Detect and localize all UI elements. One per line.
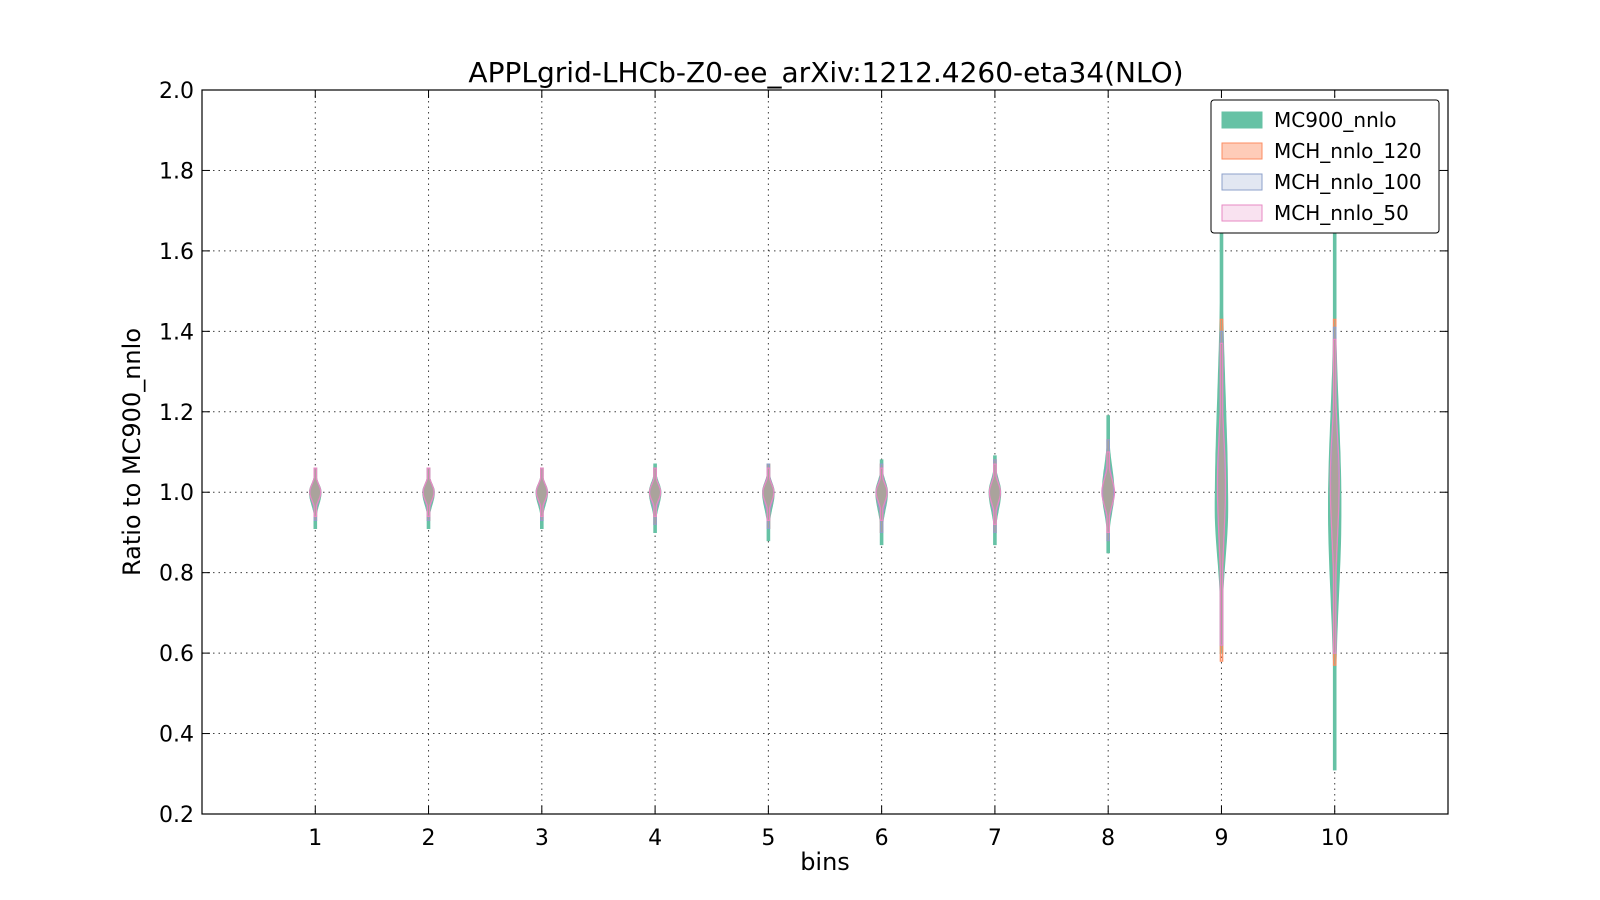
x-tick-label: 10 xyxy=(1321,826,1349,851)
violin-MCH_nnlo_50-bin-5 xyxy=(762,467,775,521)
x-tick-label: 6 xyxy=(875,826,889,851)
y-tick-label: 1.8 xyxy=(159,159,194,184)
y-tick-label: 1.6 xyxy=(159,240,194,265)
x-tick-label: 9 xyxy=(1214,826,1228,851)
violin-MC900_nnlo-bin-4 xyxy=(648,463,662,533)
legend-swatch-MC900_nnlo xyxy=(1221,111,1263,129)
x-tick-label: 4 xyxy=(648,826,662,851)
y-tick-label: 0.4 xyxy=(159,723,194,748)
axis-ticks: 1 2 3 4 5 6 7 8 9 10 0.2 0.4 0.6 0.8 1.0 1.2 1.4 1.6 1.8 2.… xyxy=(159,79,1448,851)
violin-MCH_nnlo_50-bin-7 xyxy=(988,463,1001,525)
y-tick-label: 1.0 xyxy=(159,481,194,506)
violin-MCH_nnlo_50-bin-6 xyxy=(875,467,888,521)
y-tick-label: 0.8 xyxy=(159,562,194,587)
violin-MCH_nnlo_100-bin-5 xyxy=(762,463,775,529)
legend-swatch-MCH_nnlo_100 xyxy=(1221,173,1263,191)
violin-MCH_nnlo_50-bin-9 xyxy=(1216,342,1227,646)
legend: MC900_nnlo MCH_nnlo_120 MCH_nnlo_100 MCH_nn… xyxy=(1210,99,1440,234)
legend-label-MCH_nnlo_120: MCH_nnlo_120 xyxy=(1274,139,1422,163)
series-MCH_nnlo_50 xyxy=(309,338,1340,654)
violin-MCH_nnlo_50-bin-8 xyxy=(1101,451,1116,533)
x-axis-label: bins xyxy=(800,848,850,876)
violin-MC900_nnlo-bin-7 xyxy=(988,455,1002,546)
x-tick-label: 8 xyxy=(1101,826,1115,851)
x-tick-label: 3 xyxy=(535,826,549,851)
y-tick-label: 0.6 xyxy=(159,642,194,667)
violin-MCH_nnlo_100-bin-7 xyxy=(989,459,1001,533)
legend-swatch-MCH_nnlo_50 xyxy=(1221,204,1263,222)
x-tick-label: 5 xyxy=(761,826,775,851)
chart-title: APPLgrid-LHCb-Z0-ee_arXiv:1212.4260-eta3… xyxy=(468,56,1183,89)
legend-label-MCH_nnlo_50: MCH_nnlo_50 xyxy=(1274,201,1409,225)
violin-MCH_nnlo_50-bin-10 xyxy=(1329,338,1340,654)
x-tick-label: 2 xyxy=(422,826,436,851)
y-tick-label: 0.2 xyxy=(159,803,194,828)
x-tick-label: 7 xyxy=(988,826,1002,851)
legend-label-MCH_nnlo_100: MCH_nnlo_100 xyxy=(1274,170,1422,194)
legend-swatch-MCH_nnlo_120 xyxy=(1221,142,1263,160)
y-axis-label: Ratio to MC900_nnlo xyxy=(118,328,146,576)
violin-MCH_nnlo_50-bin-1 xyxy=(309,467,322,517)
legend-frame xyxy=(1210,99,1440,234)
y-tick-label: 2.0 xyxy=(159,79,194,104)
y-tick-label: 1.4 xyxy=(159,320,194,345)
violin-MCH_nnlo_50-bin-4 xyxy=(649,467,662,517)
violin-MCH_nnlo_50-bin-3 xyxy=(535,467,548,517)
violin-MCH_nnlo_50-bin-2 xyxy=(422,467,435,517)
violin-MCH_nnlo_100-bin-6 xyxy=(875,463,888,533)
plot-area-frame xyxy=(201,89,1449,815)
y-tick-label: 1.2 xyxy=(159,401,194,426)
violin-MC900_nnlo-bin-8 xyxy=(1101,415,1115,554)
x-tick-label: 1 xyxy=(308,826,322,851)
violins xyxy=(309,173,1342,771)
legend-entries: MC900_nnlo MCH_nnlo_120 MCH_nnlo_100 MCH_nn… xyxy=(1221,108,1422,225)
legend-label-MC900_nnlo: MC900_nnlo xyxy=(1274,108,1397,132)
